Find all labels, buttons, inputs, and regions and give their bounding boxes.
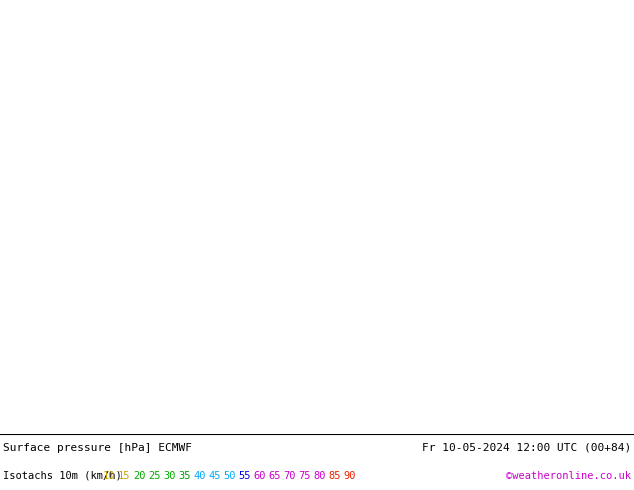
Text: 70: 70 [283, 471, 295, 481]
Text: 90: 90 [343, 471, 356, 481]
Text: 65: 65 [268, 471, 280, 481]
Text: 75: 75 [298, 471, 311, 481]
Text: Surface pressure [hPa] ECMWF: Surface pressure [hPa] ECMWF [3, 443, 192, 453]
Text: 55: 55 [238, 471, 250, 481]
Text: 10: 10 [103, 471, 115, 481]
Text: 85: 85 [328, 471, 340, 481]
Text: 40: 40 [193, 471, 205, 481]
Text: 35: 35 [178, 471, 190, 481]
Text: Isotachs 10m (km/h): Isotachs 10m (km/h) [3, 471, 128, 481]
Text: 25: 25 [148, 471, 160, 481]
Text: 45: 45 [208, 471, 221, 481]
Text: 15: 15 [118, 471, 131, 481]
Text: 60: 60 [253, 471, 266, 481]
Text: 30: 30 [163, 471, 176, 481]
Text: Fr 10-05-2024 12:00 UTC (00+84): Fr 10-05-2024 12:00 UTC (00+84) [422, 443, 631, 453]
Text: ©weatheronline.co.uk: ©weatheronline.co.uk [506, 471, 631, 481]
Text: 80: 80 [313, 471, 325, 481]
Text: 20: 20 [133, 471, 145, 481]
Text: 50: 50 [223, 471, 235, 481]
